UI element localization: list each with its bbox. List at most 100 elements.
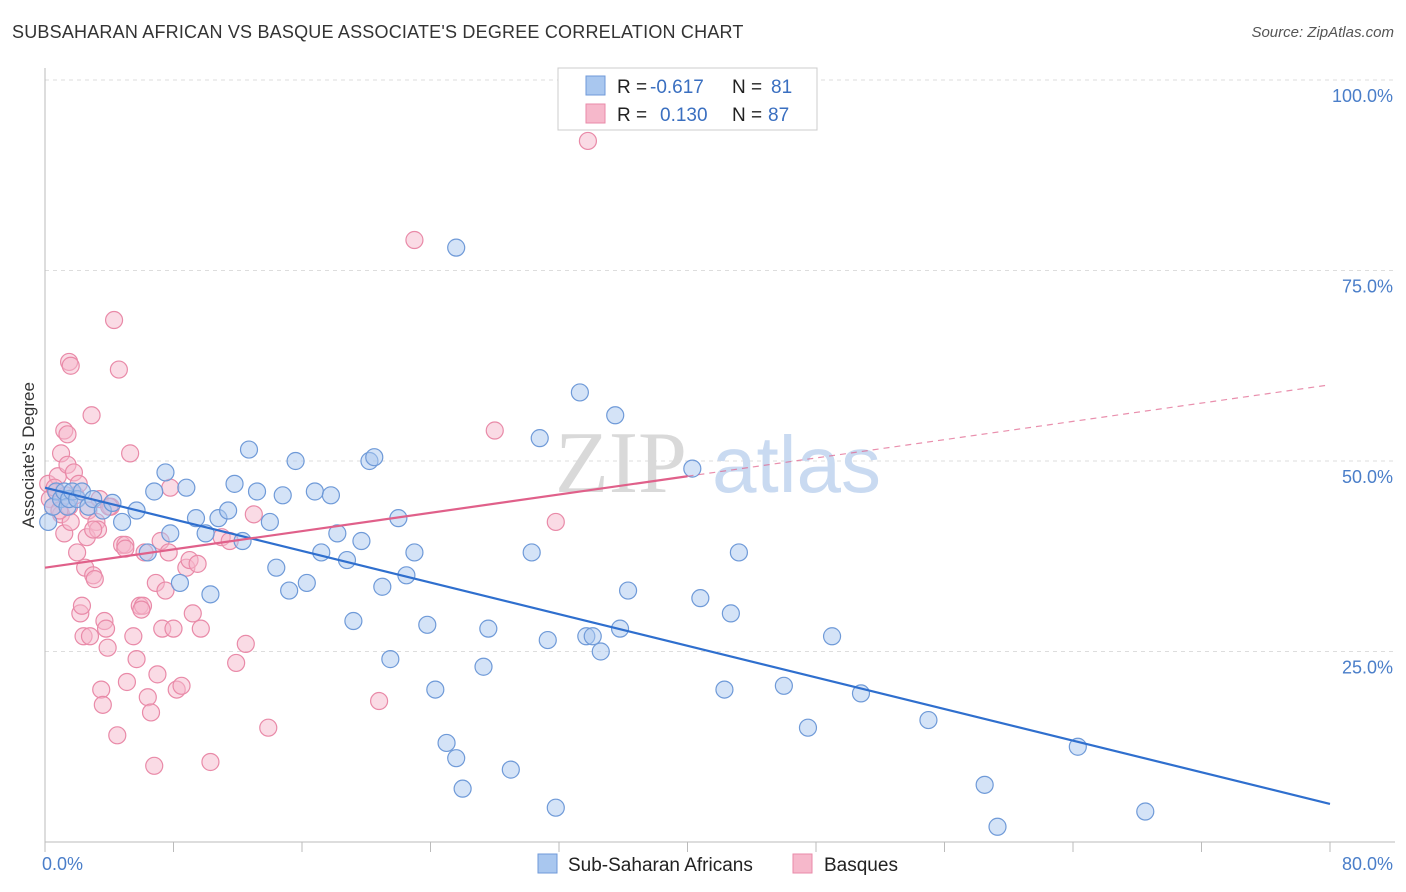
legend-swatch-blue xyxy=(585,75,606,96)
sub-saharan-point-62 xyxy=(546,798,565,817)
y-tick-labels: 25.0% 50.0% 75.0% 100.0% xyxy=(1332,86,1393,678)
sub-saharan-point-61 xyxy=(538,630,557,650)
basques-point-38 xyxy=(109,360,128,379)
sub-saharan-point-31 xyxy=(260,512,279,532)
grid-lines xyxy=(45,79,1395,652)
sub-saharan-point-50 xyxy=(405,543,424,562)
basques-point-43 xyxy=(124,627,143,646)
sub-saharan-point-51 xyxy=(418,615,437,634)
series-swatch-pink xyxy=(792,853,813,874)
basques-trend-line xyxy=(44,475,688,569)
basques-point-75 xyxy=(485,421,504,440)
basques-point-52 xyxy=(148,665,167,684)
sub-saharan-point-59 xyxy=(522,543,541,562)
sub-saharan-point-66 xyxy=(591,642,610,661)
sub-saharan-point-70 xyxy=(683,459,702,478)
axes xyxy=(44,68,1395,852)
basques-point-37 xyxy=(108,726,127,745)
basques-point-15 xyxy=(61,356,80,375)
sub-saharan-point-77 xyxy=(822,627,842,646)
sub-saharan-point-84 xyxy=(447,238,466,257)
sub-saharan-point-21 xyxy=(177,478,196,497)
sub-saharan-point-55 xyxy=(453,779,472,798)
basques-point-57 xyxy=(161,478,180,497)
series-label-basques: Basques xyxy=(824,855,898,876)
basques-point-56 xyxy=(159,543,178,562)
sub-saharan-point-46 xyxy=(373,577,392,596)
legend-n-label-2: N = xyxy=(732,105,762,126)
sub-saharan-point-24 xyxy=(201,585,220,604)
y-axis-label: Associate's Degree xyxy=(19,382,38,528)
basques-point-16 xyxy=(68,543,87,562)
basques-point-86 xyxy=(132,600,151,619)
sub-saharan-points xyxy=(39,238,1155,836)
basques-point-72 xyxy=(259,718,278,737)
sub-saharan-point-53 xyxy=(437,733,456,753)
basques-points xyxy=(39,131,598,775)
sub-saharan-point-72 xyxy=(715,680,734,699)
sub-saharan-point-45 xyxy=(365,448,384,467)
basques-point-44 xyxy=(127,650,146,669)
series-label-sub-saharan: Sub-Saharan Africans xyxy=(568,855,753,876)
sub-saharan-point-57 xyxy=(479,619,498,638)
basques-point-24 xyxy=(82,406,101,425)
chart-title: SUBSAHARAN AFRICAN VS BASQUE ASSOCIATE'S… xyxy=(12,22,744,42)
sub-saharan-point-27 xyxy=(225,474,244,493)
basques-point-64 xyxy=(188,554,207,573)
sub-saharan-point-0 xyxy=(39,512,58,532)
basques-point-33 xyxy=(96,619,116,638)
sub-saharan-point-76 xyxy=(798,718,818,737)
sub-saharan-point-67 xyxy=(606,406,625,425)
sub-saharan-point-20 xyxy=(170,573,190,593)
sub-saharan-point-54 xyxy=(447,749,466,768)
basques-point-13 xyxy=(58,425,77,444)
sub-saharan-point-30 xyxy=(247,482,267,501)
series-swatch-blue xyxy=(537,853,558,874)
sub-saharan-point-60 xyxy=(530,429,549,448)
basques-point-36 xyxy=(104,310,124,330)
legend-n-value-1: 81 xyxy=(771,77,792,98)
basques-point-65 xyxy=(191,619,210,638)
sub-saharan-point-71 xyxy=(691,589,710,608)
sub-saharan-point-33 xyxy=(273,486,292,505)
watermark-zip: ZIP xyxy=(555,415,687,512)
x-tick-labels: 0.0% 80.0% xyxy=(42,854,1393,874)
basques-point-50 xyxy=(145,756,164,775)
legend-n-label-1: N = xyxy=(732,77,762,98)
series-legend: Sub-Saharan Africans Basques xyxy=(537,853,898,876)
trend-lines xyxy=(44,384,1331,805)
sub-saharan-point-69 xyxy=(618,581,638,600)
sub-saharan-point-36 xyxy=(297,573,316,593)
basques-point-74 xyxy=(405,230,424,250)
sub-saharan-point-37 xyxy=(305,482,324,501)
sub-saharan-point-40 xyxy=(328,524,347,543)
legend-n-value-2: 87 xyxy=(768,105,789,126)
sub-saharan-point-52 xyxy=(426,680,445,699)
sub-saharan-point-19 xyxy=(161,524,180,543)
sub-saharan-point-32 xyxy=(267,558,286,577)
watermark-atlas: atlas xyxy=(712,420,881,509)
y-tick-label-1: 50.0% xyxy=(1342,467,1393,487)
legend-box: R = -0.617 N = 81 R = 0.130 N = 87 xyxy=(557,67,818,131)
basques-point-63 xyxy=(183,604,202,623)
basques-point-31 xyxy=(93,695,112,714)
basques-point-48 xyxy=(138,688,157,707)
basques-point-30 xyxy=(92,680,111,699)
basques-point-55 xyxy=(156,581,175,600)
basques-point-26 xyxy=(85,570,104,589)
sub-saharan-point-75 xyxy=(774,676,793,695)
basques-point-41 xyxy=(117,672,137,692)
sub-saharan-point-42 xyxy=(344,611,363,631)
sub-saharan-point-81 xyxy=(988,817,1007,836)
basques-point-73 xyxy=(370,691,389,711)
sub-saharan-point-74 xyxy=(729,543,749,562)
sub-saharan-point-26 xyxy=(219,501,238,520)
sub-saharan-point-17 xyxy=(145,482,164,501)
y-tick-label-0: 25.0% xyxy=(1342,658,1393,678)
sub-saharan-trend-line xyxy=(44,486,1331,805)
sub-saharan-point-22 xyxy=(186,509,206,528)
sub-saharan-point-18 xyxy=(156,463,175,482)
sub-saharan-point-56 xyxy=(474,657,493,676)
legend-r-label-1: R = xyxy=(617,77,647,98)
sub-saharan-point-47 xyxy=(381,650,400,669)
